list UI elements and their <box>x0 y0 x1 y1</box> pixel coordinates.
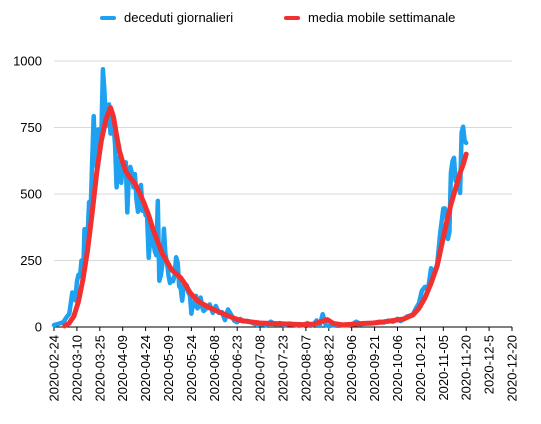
x-tick-label: 2020-10-21 <box>413 335 428 402</box>
x-tick-label: 2020-02-24 <box>47 335 62 402</box>
x-tick-label: 2020-04-09 <box>115 335 130 402</box>
series-line-daily <box>51 66 469 329</box>
x-tick-label: 2020-10-06 <box>390 335 405 402</box>
legend-item-daily: deceduti giornalieri <box>100 10 233 25</box>
x-tick-label: 2020-06-08 <box>207 335 222 402</box>
y-tick-label: 1000 <box>13 54 42 69</box>
x-tick-label: 2020-12-20 <box>505 335 520 402</box>
x-tick-label: 2020-04-24 <box>138 335 153 402</box>
x-tick-label: 2020-06-23 <box>230 335 245 402</box>
x-tick-label: 2020-11-20 <box>459 335 474 401</box>
x-tick-label: 2020-09-21 <box>367 335 382 402</box>
series-line-moving-average <box>62 105 469 329</box>
legend-item-mavg: media mobile settimanale <box>284 10 455 25</box>
x-tick-label: 2020-09-06 <box>344 335 359 402</box>
x-tick-label: 2020-11-05 <box>436 335 451 401</box>
x-tick-label: 2020-05-24 <box>184 335 199 402</box>
y-tick-label: 750 <box>20 120 42 135</box>
x-tick-label: 2020-07-23 <box>276 335 291 402</box>
x-tick-label: 2020-05-09 <box>161 335 176 402</box>
x-tick-label: 2020-08-07 <box>298 335 313 402</box>
legend-swatch-daily <box>100 15 116 20</box>
legend-label-daily: deceduti giornalieri <box>124 10 234 25</box>
x-tick-label: 2020-03-10 <box>69 335 84 402</box>
x-tick-label: 2020-12-5 <box>482 335 497 394</box>
x-tick-label: 2020-03-25 <box>92 335 107 402</box>
x-tick-label: 2020-08-22 <box>321 335 336 402</box>
chart-legend: deceduti giornalieri media mobile settim… <box>0 10 541 30</box>
y-tick-label: 500 <box>20 187 42 202</box>
y-tick-label: 0 <box>35 320 42 335</box>
x-tick-label: 2020-07-08 <box>253 335 268 402</box>
y-tick-label: 250 <box>20 253 42 268</box>
legend-swatch-mavg <box>284 15 300 20</box>
legend-label-mavg: media mobile settimanale <box>308 10 456 25</box>
